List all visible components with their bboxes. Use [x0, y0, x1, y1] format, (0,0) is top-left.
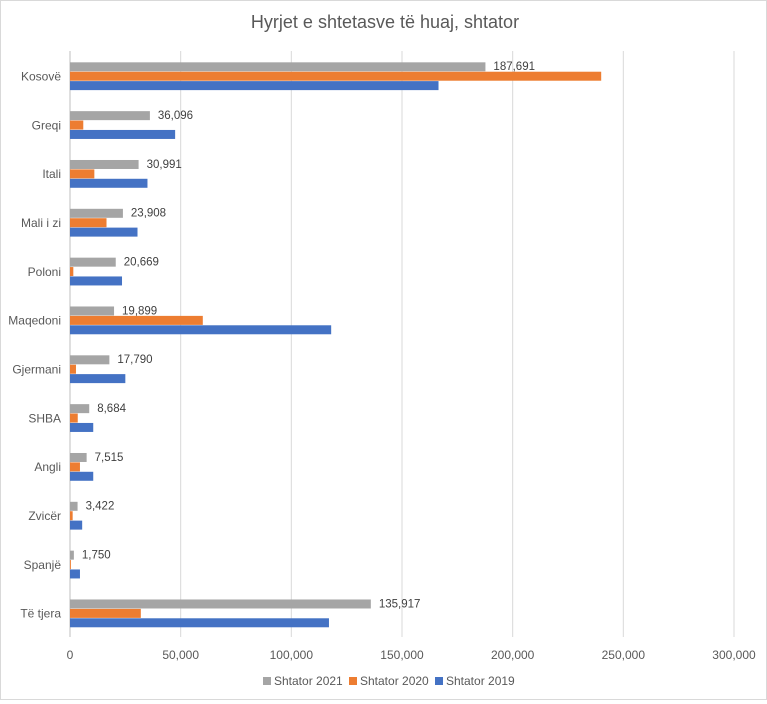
legend-swatch — [349, 677, 357, 685]
x-tick-label: 100,000 — [270, 648, 314, 662]
bar-shtator-2021 — [70, 257, 116, 267]
category-label: Angli — [34, 460, 61, 474]
bar-shtator-2020 — [70, 413, 78, 423]
category-label: Kosovë — [21, 69, 61, 83]
bar-shtator-2021 — [70, 501, 78, 511]
x-tick-label: 0 — [67, 648, 74, 662]
bar-shtator-2019 — [70, 325, 332, 335]
category-label: Greqi — [32, 118, 61, 132]
bar-shtator-2020 — [70, 267, 74, 277]
data-label: 3,422 — [86, 501, 115, 513]
bars: 187,691 36,096 30,991 23,908 20,669 19,899 17,… — [70, 61, 602, 628]
bar-shtator-2020 — [70, 120, 84, 130]
bar-shtator-2019 — [70, 520, 83, 530]
legend-label: Shtator 2021 — [274, 674, 343, 688]
category-label: Zvicër — [28, 509, 61, 523]
bar-shtator-2021 — [70, 404, 90, 414]
bar-shtator-2020 — [70, 511, 73, 521]
data-label: 19,899 — [122, 305, 157, 317]
x-tick-label: 300,000 — [712, 648, 756, 662]
data-label: 1,750 — [82, 550, 111, 562]
category-label: Maqedoni — [8, 314, 61, 328]
category-label: Poloni — [28, 265, 61, 279]
data-label: 36,096 — [158, 110, 193, 122]
bar-shtator-2021 — [70, 208, 123, 218]
legend-swatch — [435, 677, 443, 685]
data-label: 187,691 — [493, 61, 535, 73]
bar-shtator-2019 — [70, 569, 80, 579]
data-label: 135,917 — [379, 598, 421, 610]
category-label: Gjermani — [12, 362, 61, 376]
bar-shtator-2020 — [70, 315, 203, 325]
bar-shtator-2021 — [70, 111, 150, 121]
legend-item: Shtator 2021 — [263, 674, 343, 688]
bar-shtator-2020 — [70, 169, 95, 179]
gridlines — [69, 51, 735, 637]
category-label: SHBA — [28, 411, 61, 425]
bar-shtator-2021 — [70, 355, 110, 365]
x-tick-label: 50,000 — [162, 648, 199, 662]
data-label: 30,991 — [147, 159, 182, 171]
x-tick-label: 150,000 — [380, 648, 424, 662]
category-label: Itali — [42, 167, 61, 181]
category-label: Të tjera — [20, 607, 61, 621]
bar-shtator-2021 — [70, 62, 486, 72]
legend: Shtator 2021 Shtator 2020 Shtator 2019 — [263, 674, 515, 688]
chart-title: Hyrjet e shtetasve të huaj, shtator — [251, 12, 519, 32]
category-label: Spanjë — [24, 558, 62, 572]
bar-shtator-2020 — [70, 218, 107, 228]
category-labels: Kosovë Greqi Itali Mali i zi Poloni Maqedoni G… — [8, 69, 61, 620]
bar-shtator-2019 — [70, 178, 148, 188]
legend-swatch — [263, 677, 271, 685]
bar-shtator-2019 — [70, 374, 126, 384]
bar-shtator-2021 — [70, 306, 115, 316]
data-label: 8,684 — [97, 403, 126, 415]
bar-shtator-2020 — [70, 560, 71, 570]
bar-shtator-2019 — [70, 618, 329, 628]
bar-shtator-2020 — [70, 364, 76, 374]
bar-shtator-2021 — [70, 550, 74, 560]
x-tick-label: 250,000 — [602, 648, 646, 662]
x-tick-label: 200,000 — [491, 648, 535, 662]
bar-shtator-2020 — [70, 462, 80, 472]
bar-shtator-2019 — [70, 276, 123, 286]
category-label: Mali i zi — [21, 216, 61, 230]
legend-item: Shtator 2020 — [349, 674, 429, 688]
data-label: 20,669 — [124, 257, 159, 269]
bar-shtator-2019 — [70, 81, 439, 91]
legend-label: Shtator 2019 — [446, 674, 515, 688]
bar-shtator-2020 — [70, 608, 141, 618]
bar-shtator-2019 — [70, 227, 138, 237]
legend-item: Shtator 2019 — [435, 674, 515, 688]
bar-shtator-2020 — [70, 71, 602, 81]
data-label: 7,515 — [95, 452, 124, 464]
bar-shtator-2019 — [70, 422, 94, 432]
bar-shtator-2021 — [70, 159, 139, 169]
x-tick-labels: 0 50,000 100,000 150,000 200,000 250,000 300,0… — [67, 648, 756, 662]
data-label: 17,790 — [117, 354, 152, 366]
bar-shtator-2019 — [70, 129, 176, 139]
bar-shtator-2021 — [70, 599, 371, 609]
legend-label: Shtator 2020 — [360, 674, 429, 688]
data-label: 23,908 — [131, 208, 166, 220]
bar-shtator-2021 — [70, 452, 87, 462]
bar-shtator-2019 — [70, 471, 94, 481]
